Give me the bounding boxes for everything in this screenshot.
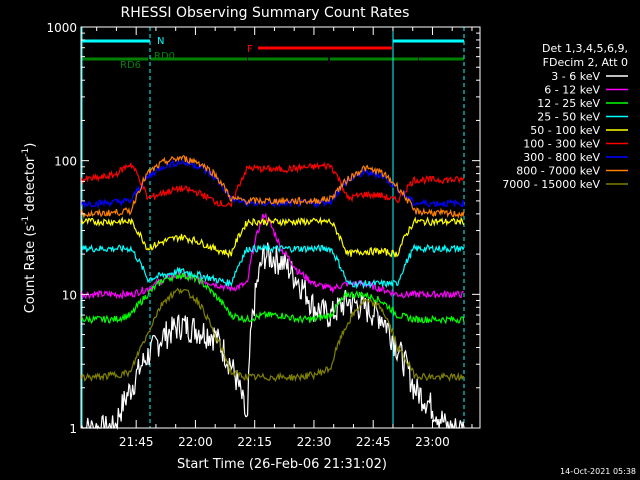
y-tick-label-1: 10 [62, 288, 77, 302]
series-line-2 [80, 272, 465, 325]
y-tick-label-0: 1 [69, 422, 77, 436]
timestamp: 14-Oct-2021 05:38 [560, 467, 636, 476]
legend-label-8: 7000 - 15000 keV [502, 178, 600, 191]
series-line-3 [80, 243, 465, 290]
series-line-0 [80, 242, 465, 431]
y-tick-label-2: 100 [54, 155, 77, 169]
x-tick-label-1: 22:00 [178, 435, 213, 449]
x-tick-label-5: 23:00 [415, 435, 450, 449]
plot-area: N F RD0 RD6 [80, 27, 465, 431]
series-line-7 [80, 154, 465, 219]
legend: Det 1,3,4,5,6,9, FDecim 2, Att 0 3 - 6 k… [502, 42, 628, 191]
axes: 21:45 22:00 22:15 22:30 22:45 23:00 1 10 100 1000 [46, 21, 481, 449]
legend-label-3: 25 - 50 keV [537, 111, 600, 124]
legend-label-7: 800 - 7000 keV [516, 165, 600, 178]
chart-title: RHESSI Observing Summary Count Rates [121, 5, 410, 21]
legend-label-2: 12 - 25 keV [537, 97, 600, 110]
legend-label-0: 3 - 6 keV [551, 70, 600, 83]
y-tick-label-3: 1000 [46, 21, 77, 35]
legend-label-1: 6 - 12 keV [544, 84, 600, 97]
state-label-n: N [157, 36, 164, 47]
x-axis-label: Start Time (26-Feb-06 21:31:02) [177, 457, 387, 472]
y-axis-label: Count Rate (s-1 detector-1) [21, 143, 38, 314]
state-label-f: F [247, 44, 253, 55]
state-label-rd0: RD0 [154, 51, 175, 62]
series-line-5 [80, 161, 465, 208]
x-tick-label-2: 22:15 [237, 435, 272, 449]
series-line-4 [80, 216, 465, 259]
legend-header-1: Det 1,3,4,5,6,9, [542, 42, 628, 55]
state-label-rd6: RD6 [120, 60, 141, 71]
legend-header-2: FDecim 2, Att 0 [543, 56, 628, 69]
legend-label-4: 50 - 100 keV [530, 124, 600, 137]
x-tick-label-3: 22:30 [297, 435, 332, 449]
legend-label-5: 100 - 300 keV [523, 138, 600, 151]
series-line-1 [80, 212, 465, 300]
x-tick-label-0: 21:45 [119, 435, 154, 449]
plot-frame [80, 26, 481, 429]
legend-label-6: 300 - 800 keV [523, 151, 600, 164]
x-tick-label-4: 22:45 [356, 435, 391, 449]
series-line-8 [80, 287, 465, 383]
